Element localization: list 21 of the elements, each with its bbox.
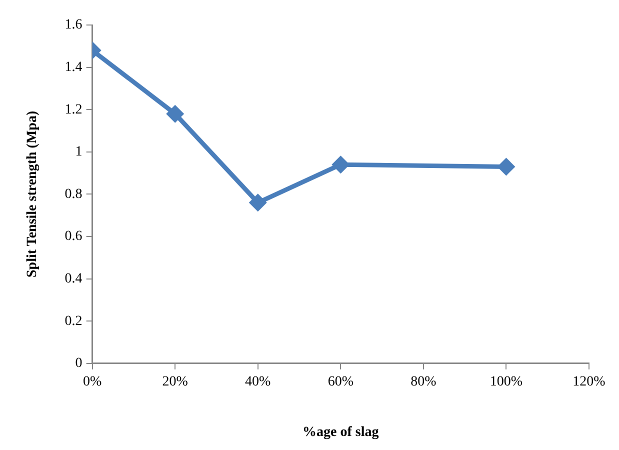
y-tick-label: 0.2: [64, 314, 82, 329]
x-tick-label: 60%: [328, 374, 354, 390]
y-tick-label: 0.6: [64, 229, 82, 244]
x-tick-label: 120%: [572, 374, 606, 390]
x-tick-label: 40%: [245, 374, 272, 390]
x-tick-label: 100%: [490, 374, 523, 390]
point: [497, 158, 516, 176]
x-tick-label: 0%: [82, 374, 102, 390]
point: [248, 194, 267, 212]
y-tick-label: 1.4: [64, 60, 82, 75]
y-tick-label: 0.4: [64, 271, 82, 286]
x-axis-title: %age of slag: [302, 425, 379, 440]
y-tick-label: 1: [75, 144, 82, 160]
y-tick-label: 1.6: [64, 18, 82, 33]
y-tick-label: 0.8: [64, 186, 82, 202]
x-tick-label: 20%: [162, 374, 188, 390]
y-tick-label: 1.2: [64, 102, 82, 118]
point: [166, 104, 184, 123]
x-tick-label: 80%: [410, 374, 437, 390]
y-axis-title: Split Tensile strength (Mpa): [25, 110, 40, 278]
y-tick-label: 0: [75, 356, 82, 372]
